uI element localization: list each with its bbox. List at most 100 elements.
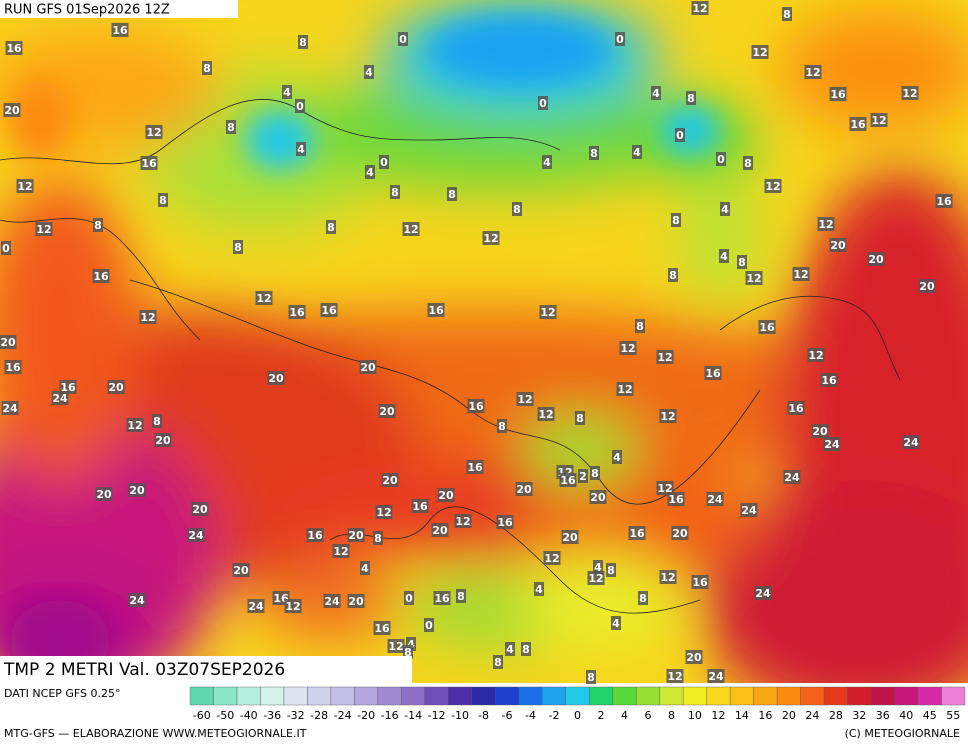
label-box <box>3 103 21 117</box>
field-box <box>0 656 412 684</box>
temperature-label: 12 <box>746 272 761 285</box>
label-box <box>589 490 607 504</box>
label-box <box>691 1 709 15</box>
temperature-label: 12 <box>285 600 300 613</box>
temperature-label: 16 <box>321 304 337 317</box>
legend-swatch <box>636 686 660 706</box>
temperature-label: 20 <box>382 474 398 487</box>
label-box <box>226 120 236 134</box>
label-box <box>187 528 205 542</box>
temperature-label: 8 <box>522 643 530 656</box>
temperature-label: 12 <box>808 349 823 362</box>
label-box <box>559 473 577 487</box>
label-box <box>379 155 389 169</box>
temperature-label: 16 <box>468 400 484 413</box>
temperature-label: 8 <box>234 241 242 254</box>
legend-label: -8 <box>478 709 489 722</box>
label-box <box>935 194 953 208</box>
temperature-label: 12 <box>538 408 553 421</box>
temperature-label: 20 <box>129 484 145 497</box>
label-box <box>59 380 77 394</box>
label-box <box>829 238 847 252</box>
legend-label: 24 <box>805 709 819 722</box>
temperature-label: 12 <box>793 268 808 281</box>
label-box <box>543 551 561 565</box>
legend-label: -2 <box>549 709 560 722</box>
label-box <box>373 531 383 545</box>
temperature-label: 0 <box>676 129 684 142</box>
legend-swatch <box>800 686 825 706</box>
temperature-label: 8 <box>639 592 647 605</box>
temperature-label: 12 <box>620 342 635 355</box>
temperature-label: 20 <box>830 239 846 252</box>
temperature-label: 8 <box>744 157 752 170</box>
temperature-label: 8 <box>513 203 521 216</box>
label-box <box>691 575 709 589</box>
label-box <box>575 411 585 425</box>
label-box <box>404 591 414 605</box>
label-box <box>606 563 616 577</box>
temperature-label: 0 <box>380 156 388 169</box>
temperature-label: 20 <box>516 483 532 496</box>
temperature-label: 20 <box>192 503 208 516</box>
label-box <box>347 528 365 542</box>
legend-swatch <box>941 686 966 706</box>
temperature-label: 12 <box>256 292 271 305</box>
temperature-label: 12 <box>805 66 820 79</box>
label-box <box>751 45 769 59</box>
temperature-label: 20 <box>360 361 376 374</box>
temperature-label: 16 <box>467 461 483 474</box>
label-box <box>202 61 212 75</box>
legend-swatch <box>401 686 426 706</box>
temperature-label: 12 <box>127 419 142 432</box>
temperature-label: 20 <box>233 564 249 577</box>
label-box <box>139 310 157 324</box>
temperature-label: 24 <box>903 436 919 449</box>
legend-swatch <box>330 686 355 706</box>
temperature-label: 24 <box>824 438 840 451</box>
temperature-label: 16 <box>788 402 804 415</box>
temperature-label: 8 <box>590 147 598 160</box>
label-box <box>632 145 642 159</box>
label-box <box>128 483 146 497</box>
source-label: DATI NCEP GFS 0.25° <box>4 687 121 700</box>
legend-label: 0 <box>574 709 581 722</box>
temperature-label: 8 <box>687 92 695 105</box>
borders <box>0 99 901 614</box>
label-box <box>332 544 350 558</box>
label-box <box>282 85 292 99</box>
label-box <box>255 291 273 305</box>
label-box <box>298 35 308 49</box>
temperature-label: 24 <box>708 670 724 683</box>
legend-swatch <box>354 686 379 706</box>
legend-swatch <box>377 686 402 706</box>
label-box <box>466 460 484 474</box>
temperature-label: 12 <box>17 180 32 193</box>
temperature-label: 20 <box>590 491 606 504</box>
temperature-label: 12 <box>455 515 470 528</box>
footer-left: MTG-GFS — ELABORAZIONE WWW.METEOGIORNALE… <box>4 727 307 740</box>
label-box <box>456 589 466 603</box>
label-box <box>811 424 829 438</box>
label-box <box>586 670 596 684</box>
label-box <box>378 404 396 418</box>
temperature-label: 0 <box>296 100 304 113</box>
label-box <box>659 570 677 584</box>
label-box <box>737 255 747 269</box>
temperature-label: 12 <box>333 545 348 558</box>
temperature-label: 24 <box>52 392 68 405</box>
temperature-label: 20 <box>868 253 884 266</box>
label-box <box>497 419 507 433</box>
temperature-label: 12 <box>818 218 833 231</box>
label-box <box>145 125 163 139</box>
legend-label: -16 <box>381 709 399 722</box>
temperature-label: 20 <box>348 529 364 542</box>
label-box <box>375 505 393 519</box>
label-box <box>902 435 920 449</box>
label-box <box>635 319 645 333</box>
temperature-label: 20 <box>438 489 454 502</box>
label-box <box>512 202 522 216</box>
legend-swatch <box>307 686 332 706</box>
temperature-label: 16 <box>112 24 128 37</box>
temperature-label: 12 <box>667 670 682 683</box>
